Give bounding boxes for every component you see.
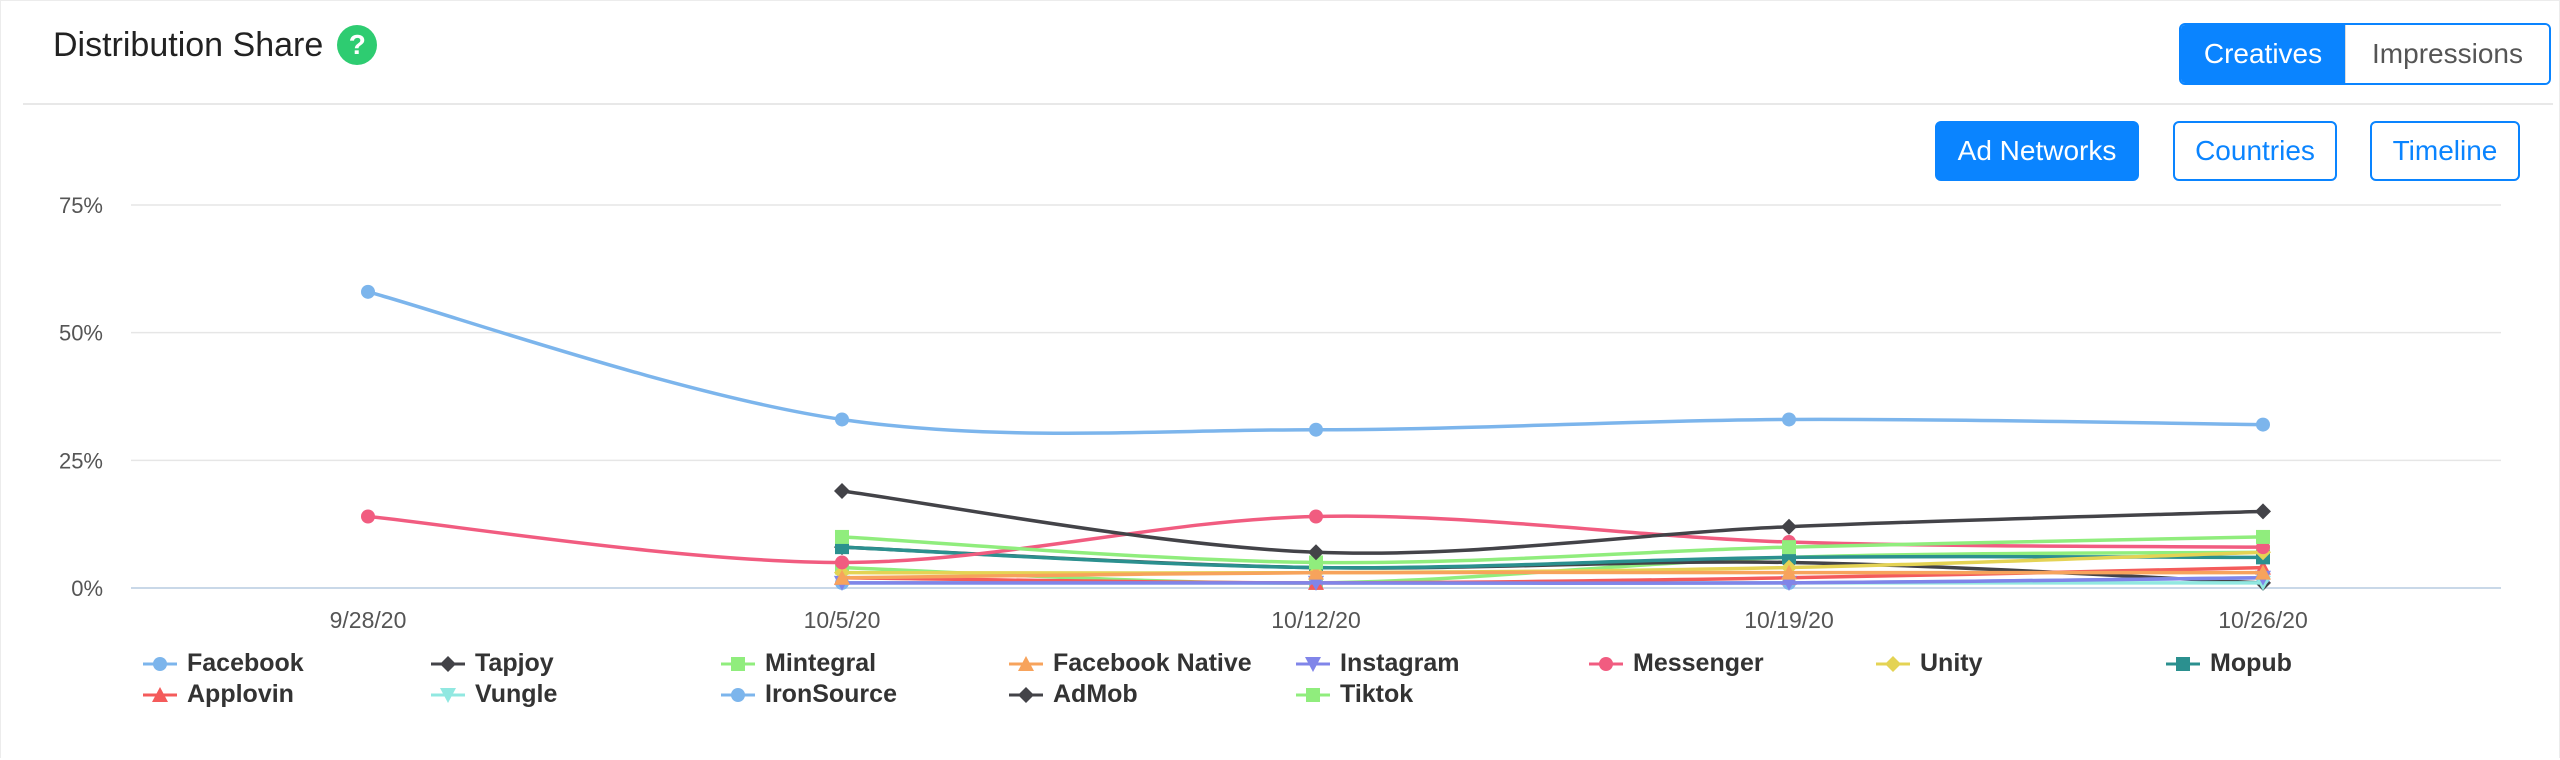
creatives-toggle-button[interactable]: Creatives bbox=[2181, 25, 2345, 83]
y-tick-label: 25% bbox=[59, 448, 103, 473]
legend-symbol bbox=[1296, 687, 1330, 702]
legend-marker[interactable] bbox=[1018, 655, 1034, 671]
point-messenger[interactable] bbox=[835, 555, 849, 570]
legend-label: Facebook bbox=[187, 649, 304, 677]
point-tapjoy[interactable] bbox=[834, 482, 850, 499]
legend-symbol bbox=[143, 686, 177, 702]
x-tick-label: 10/19/20 bbox=[1744, 607, 1834, 633]
point-facebook[interactable] bbox=[2256, 417, 2270, 432]
point-tapjoy[interactable] bbox=[1781, 518, 1797, 535]
legend-marker[interactable] bbox=[1885, 655, 1901, 672]
point-facebook[interactable] bbox=[1782, 412, 1796, 427]
legend-item-instagram[interactable]: Instagram bbox=[1296, 649, 1459, 678]
series-line-instagram[interactable] bbox=[842, 576, 2264, 586]
card-title: Distribution Share ? bbox=[53, 25, 378, 65]
point-mintegral[interactable] bbox=[2256, 529, 2270, 544]
countries-button[interactable]: Countries bbox=[2173, 121, 2337, 181]
legend-symbol bbox=[1009, 686, 1043, 703]
legend-marker[interactable] bbox=[1305, 656, 1321, 672]
point-facebook-native[interactable] bbox=[834, 569, 850, 585]
legend-marker[interactable] bbox=[152, 686, 168, 702]
legend-label: Unity bbox=[1920, 649, 1983, 677]
legend-marker[interactable] bbox=[1599, 656, 1613, 671]
point-tapjoy[interactable] bbox=[2255, 503, 2271, 520]
legend-item-mopub[interactable]: Mopub bbox=[2166, 649, 2292, 678]
legend-item-tapjoy[interactable]: Tapjoy bbox=[431, 649, 554, 678]
legend-marker[interactable] bbox=[2176, 656, 2190, 671]
legend-symbol bbox=[721, 687, 755, 702]
y-tick-label: 50% bbox=[59, 321, 103, 346]
legend-symbol bbox=[1296, 656, 1330, 672]
legend-item-vungle[interactable]: Vungle bbox=[431, 680, 557, 709]
series-line-tapjoy[interactable] bbox=[841, 489, 2264, 555]
legend-marker[interactable] bbox=[440, 655, 456, 672]
point-facebook[interactable] bbox=[361, 284, 375, 299]
x-tick-label: 9/28/20 bbox=[330, 607, 407, 633]
point-facebook[interactable] bbox=[1309, 422, 1323, 437]
x-tick-label: 10/26/20 bbox=[2218, 607, 2308, 633]
point-mintegral[interactable] bbox=[1782, 540, 1796, 555]
legend-item-admob[interactable]: AdMob bbox=[1009, 680, 1138, 709]
legend-symbol bbox=[1589, 656, 1623, 671]
legend-symbol bbox=[1009, 655, 1043, 671]
legend-item-tiktok[interactable]: Tiktok bbox=[1296, 680, 1413, 709]
legend-label: AdMob bbox=[1053, 680, 1138, 708]
point-mintegral[interactable] bbox=[1309, 555, 1323, 570]
point-facebook-native[interactable] bbox=[1781, 564, 1797, 580]
legend-label: IronSource bbox=[765, 680, 897, 708]
metric-toggle: Creatives Impressions bbox=[2179, 23, 2551, 85]
legend-label: Applovin bbox=[187, 680, 294, 708]
point-tapjoy[interactable] bbox=[1308, 544, 1324, 561]
point-facebook-native[interactable] bbox=[1308, 564, 1324, 580]
legend-item-messenger[interactable]: Messenger bbox=[1589, 649, 1764, 678]
series-line-mopub[interactable] bbox=[841, 545, 2264, 570]
point-messenger[interactable] bbox=[1309, 509, 1323, 524]
legend-marker[interactable] bbox=[731, 656, 745, 671]
series-line-facebook[interactable] bbox=[367, 290, 2264, 435]
legend-marker[interactable] bbox=[153, 656, 167, 671]
x-tick-label: 10/5/20 bbox=[804, 607, 881, 633]
point-mintegral[interactable] bbox=[835, 529, 849, 544]
legend-item-unity[interactable]: Unity bbox=[1876, 649, 1983, 678]
y-tick-label: 0% bbox=[71, 576, 103, 601]
legend-item-applovin[interactable]: Applovin bbox=[143, 680, 294, 709]
legend-item-facebook-native[interactable]: Facebook Native bbox=[1009, 649, 1252, 678]
legend-marker[interactable] bbox=[1306, 687, 1320, 702]
legend-marker[interactable] bbox=[440, 687, 456, 703]
legend-label: Instagram bbox=[1340, 649, 1460, 677]
legend-label: Mintegral bbox=[765, 649, 877, 677]
legend-symbol bbox=[431, 687, 465, 703]
legend-marker[interactable] bbox=[731, 687, 745, 702]
series-line-mintegral[interactable] bbox=[841, 535, 2264, 565]
y-tick-label: 75% bbox=[59, 193, 103, 218]
legend-symbol bbox=[721, 656, 755, 671]
legend-item-mintegral[interactable]: Mintegral bbox=[721, 649, 876, 678]
legend-item-ironsource[interactable]: IronSource bbox=[721, 680, 897, 709]
legend-label: Tiktok bbox=[1340, 680, 1414, 708]
help-icon[interactable]: ? bbox=[337, 25, 378, 65]
legend-marker[interactable] bbox=[1018, 686, 1034, 703]
legend-label: Mopub bbox=[2210, 649, 2292, 677]
timeline-button[interactable]: Timeline bbox=[2370, 121, 2520, 181]
legend-label: Tapjoy bbox=[475, 649, 554, 677]
legend-label: Messenger bbox=[1633, 649, 1764, 677]
legend-item-facebook[interactable]: Facebook bbox=[143, 649, 304, 678]
legend-symbol bbox=[431, 655, 465, 672]
x-tick-label: 10/12/20 bbox=[1271, 607, 1361, 633]
series-line-facebook-native[interactable] bbox=[841, 570, 2263, 580]
legend-label: Vungle bbox=[475, 680, 558, 708]
point-messenger[interactable] bbox=[361, 509, 375, 524]
legend-symbol bbox=[1876, 655, 1910, 672]
legend-symbol bbox=[143, 656, 177, 671]
legend-label: Facebook Native bbox=[1053, 649, 1252, 677]
impressions-toggle-button[interactable]: Impressions bbox=[2345, 25, 2549, 83]
page-title: Distribution Share bbox=[53, 25, 324, 64]
point-facebook[interactable] bbox=[835, 412, 849, 427]
header-divider bbox=[23, 103, 2553, 105]
ad-networks-button[interactable]: Ad Networks bbox=[1935, 121, 2139, 181]
legend-symbol bbox=[2166, 656, 2200, 671]
point-facebook-native[interactable] bbox=[2255, 564, 2271, 580]
